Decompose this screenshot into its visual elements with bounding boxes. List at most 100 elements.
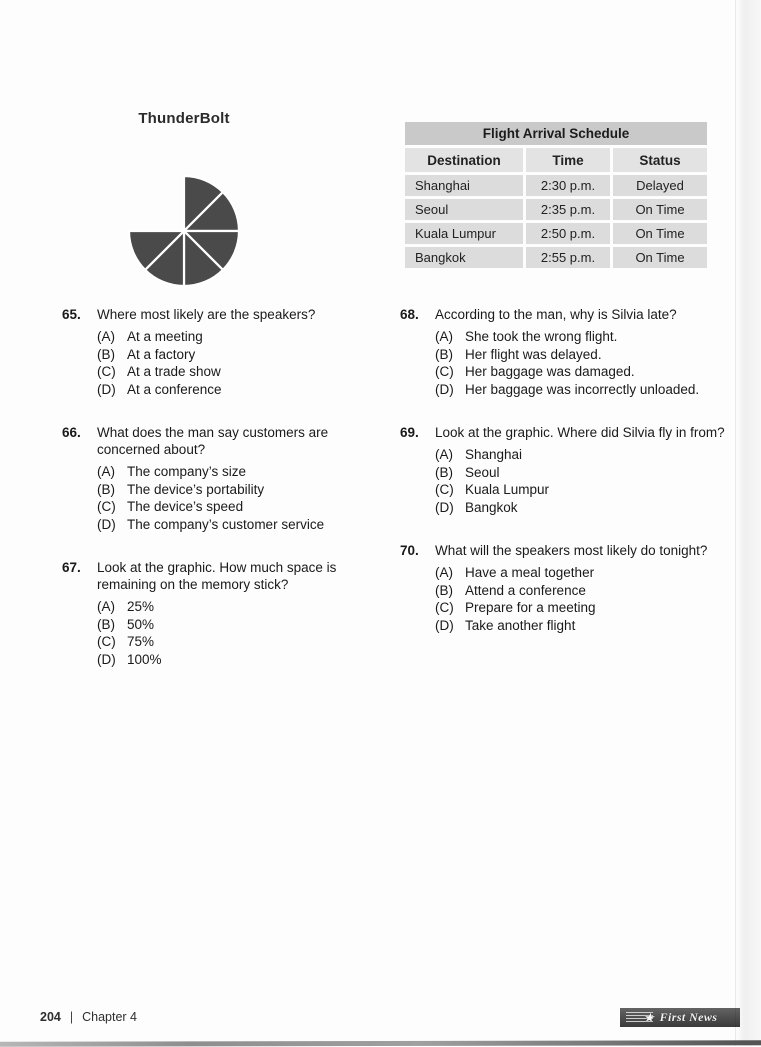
cell-destination: Seoul bbox=[405, 199, 523, 220]
pie-chart bbox=[127, 174, 241, 288]
answer-option-D: (D) At a conference bbox=[97, 381, 377, 399]
question-text: Where most likely are the speakers? bbox=[97, 307, 316, 322]
question-69: 69. Look at the graphic. Where did Silvia… bbox=[400, 424, 740, 516]
option-label: (B) bbox=[435, 464, 453, 480]
answer-option-B: (B) 50% bbox=[97, 616, 377, 634]
option-label: (A) bbox=[435, 329, 453, 344]
option-text: Attend a conference bbox=[465, 582, 586, 598]
option-label: (C) bbox=[97, 634, 116, 649]
answer-option-A: (A) 25% bbox=[97, 598, 377, 616]
question-65: 65. Where most likely are the speakers? (A… bbox=[62, 306, 377, 398]
option-text: At a conference bbox=[127, 381, 222, 397]
option-text: The device’s speed bbox=[127, 499, 244, 514]
answer-option-A: (A) Shanghai bbox=[435, 446, 740, 464]
answer-option-B: (B) At a factory bbox=[97, 346, 377, 364]
page-number: 204 bbox=[40, 1010, 61, 1024]
answer-option-B: (B) The device’s portability bbox=[97, 481, 377, 499]
answer-option-D: (D) Bangkok bbox=[435, 499, 740, 517]
option-text: 75% bbox=[127, 634, 155, 649]
pie-chart-title: ThunderBolt bbox=[138, 110, 230, 127]
option-label: (C) bbox=[435, 364, 454, 379]
speed-lines-icon bbox=[626, 1012, 653, 1023]
question-text: Look at the graphic. Where did Silvia fl… bbox=[435, 425, 725, 440]
option-label: (D) bbox=[97, 381, 116, 397]
column-header-time: Time bbox=[526, 148, 610, 172]
option-text: 100% bbox=[127, 651, 162, 667]
option-label: (B) bbox=[97, 346, 115, 362]
star-icon: ★ bbox=[642, 1010, 658, 1025]
option-text: Shanghai bbox=[465, 447, 523, 462]
answer-option-B: (B) Attend a conference bbox=[435, 582, 740, 600]
table-row: Kuala Lumpur 2:50 p.m. On Time bbox=[405, 223, 707, 244]
option-text: 50% bbox=[127, 616, 155, 632]
option-label: (D) bbox=[97, 516, 116, 532]
pie-chart-block: ThunderBolt bbox=[108, 110, 260, 306]
option-label: (A) bbox=[97, 329, 115, 344]
option-label: (A) bbox=[435, 447, 453, 462]
option-text: Have a meal together bbox=[465, 565, 595, 580]
answer-option-C: (C) Kuala Lumpur bbox=[435, 481, 740, 499]
question-number: 67. bbox=[62, 560, 81, 575]
answer-option-C: (C) 75% bbox=[97, 633, 377, 651]
answer-option-A: (A) She took the wrong flight. bbox=[435, 328, 740, 346]
cell-destination: Bangkok bbox=[405, 247, 523, 268]
option-text: The company’s size bbox=[127, 464, 247, 479]
option-text: Bangkok bbox=[465, 499, 518, 515]
flight-table-body: Flight Arrival Schedule Destination Time… bbox=[405, 122, 707, 268]
question-66: 66. What does the man say customers are c… bbox=[62, 424, 377, 533]
question-70: 70. What will the speakers most likely do… bbox=[400, 542, 740, 634]
option-text: Her flight was delayed. bbox=[465, 346, 602, 362]
cell-status: Delayed bbox=[613, 175, 707, 196]
question-text: What does the man say customers are conc… bbox=[97, 425, 329, 457]
option-label: (A) bbox=[97, 599, 115, 614]
answer-option-D: (D) The company’s customer service bbox=[97, 516, 377, 534]
option-label: (B) bbox=[97, 481, 115, 497]
option-text: The device’s portability bbox=[127, 481, 265, 497]
question-number: 69. bbox=[400, 425, 419, 440]
answer-option-C: (C) Her baggage was damaged. bbox=[435, 363, 740, 381]
option-text: At a trade show bbox=[127, 364, 221, 379]
answer-option-A: (A) The company’s size bbox=[97, 463, 377, 481]
option-label: (B) bbox=[435, 582, 453, 598]
option-label: (D) bbox=[435, 381, 454, 397]
question-number: 66. bbox=[62, 425, 81, 440]
cell-time: 2:55 p.m. bbox=[526, 247, 610, 268]
table-row: Shanghai 2:30 p.m. Delayed bbox=[405, 175, 707, 196]
chapter-label: Chapter 4 bbox=[82, 1010, 138, 1024]
cell-time: 2:50 p.m. bbox=[526, 223, 610, 244]
option-label: (C) bbox=[97, 499, 116, 514]
answer-option-A: (A) At a meeting bbox=[97, 328, 377, 346]
option-text: At a factory bbox=[127, 346, 196, 362]
option-text: At a meeting bbox=[127, 329, 203, 344]
option-text: Seoul bbox=[465, 464, 500, 480]
cell-status: On Time bbox=[613, 247, 707, 268]
answer-option-B: (B) Her flight was delayed. bbox=[435, 346, 740, 364]
answer-option-B: (B) Seoul bbox=[435, 464, 740, 482]
option-text: 25% bbox=[127, 599, 155, 614]
page-edge-shading bbox=[735, 0, 761, 1046]
question-number: 65. bbox=[62, 307, 81, 322]
option-text: Prepare for a meeting bbox=[465, 600, 596, 615]
option-label: (C) bbox=[435, 482, 454, 497]
question-text: Look at the graphic. How much space is r… bbox=[97, 560, 337, 592]
question-68: 68. According to the man, why is Silvia l… bbox=[400, 306, 740, 398]
cell-status: On Time bbox=[613, 223, 707, 244]
flight-schedule-table: Flight Arrival Schedule Destination Time… bbox=[402, 119, 710, 271]
footer-divider: | bbox=[69, 1010, 74, 1024]
answer-option-C: (C) At a trade show bbox=[97, 363, 377, 381]
questions-column-left: 65. Where most likely are the speakers? (A… bbox=[62, 306, 377, 694]
answer-option-D: (D) 100% bbox=[97, 651, 377, 669]
answer-option-D: (D) Take another flight bbox=[435, 617, 740, 635]
question-67: 67. Look at the graphic. How much space i… bbox=[62, 559, 377, 668]
option-label: (B) bbox=[435, 346, 453, 362]
cell-status: On Time bbox=[613, 199, 707, 220]
answer-option-C: (C) Prepare for a meeting bbox=[435, 599, 740, 617]
cell-destination: Kuala Lumpur bbox=[405, 223, 523, 244]
option-label: (D) bbox=[435, 617, 454, 633]
question-body: According to the man, why is Silvia late… bbox=[435, 306, 740, 398]
option-text: Take another flight bbox=[465, 617, 576, 633]
option-text: Her baggage was damaged. bbox=[465, 364, 635, 379]
option-label: (C) bbox=[435, 600, 454, 615]
logo-text: First News bbox=[659, 1010, 718, 1024]
